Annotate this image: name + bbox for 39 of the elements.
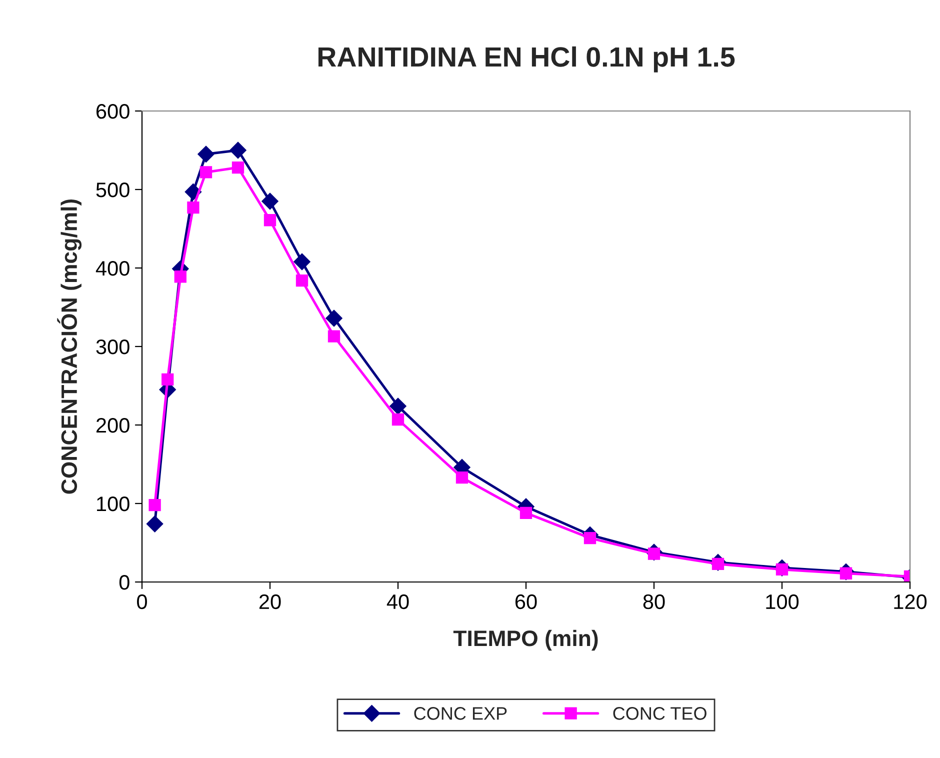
- point: [174, 270, 186, 283]
- y-tick-label: 400: [96, 261, 130, 276]
- point: [146, 516, 164, 532]
- point: [392, 413, 404, 426]
- y-tick-label: 600: [96, 104, 130, 119]
- point: [198, 146, 214, 163]
- x-tick-label: 60: [515, 594, 537, 610]
- y-axis-title: CONCENTRACIÓN (mcg/ml): [57, 199, 82, 494]
- x-tick-label: 80: [643, 594, 665, 610]
- point: [264, 214, 276, 226]
- point: [326, 310, 342, 327]
- legend-label: CONC TEO: [613, 707, 706, 720]
- x-axis-title: TIEMPO (min): [453, 630, 598, 651]
- x-tick-label: 100: [766, 594, 799, 610]
- x-tick-label: 20: [259, 594, 281, 610]
- point: [328, 330, 340, 342]
- point: [390, 398, 406, 415]
- x-tick-label: 40: [386, 594, 409, 610]
- legend-label: CONC EXP: [414, 707, 507, 720]
- y-tick-label: 300: [96, 340, 130, 354]
- point: [456, 472, 468, 484]
- point: [520, 506, 532, 519]
- y-tick-label: 200: [96, 418, 130, 433]
- point: [200, 166, 212, 178]
- point: [187, 201, 200, 214]
- point: [162, 373, 174, 386]
- y-tick-label: 500: [96, 182, 130, 198]
- chart-title: RANITIDINA EN HCl 0.1N pH 1.5: [318, 46, 735, 72]
- point: [294, 253, 310, 270]
- x-tick-label: 120: [894, 594, 927, 610]
- x-tick-label: 0: [137, 594, 147, 610]
- point: [262, 192, 278, 210]
- point: [232, 161, 244, 174]
- point: [296, 274, 308, 287]
- point: [584, 532, 596, 544]
- point: [148, 498, 161, 512]
- point: [230, 142, 246, 159]
- y-tick-label: 0: [119, 575, 130, 590]
- y-tick-label: 100: [97, 496, 130, 512]
